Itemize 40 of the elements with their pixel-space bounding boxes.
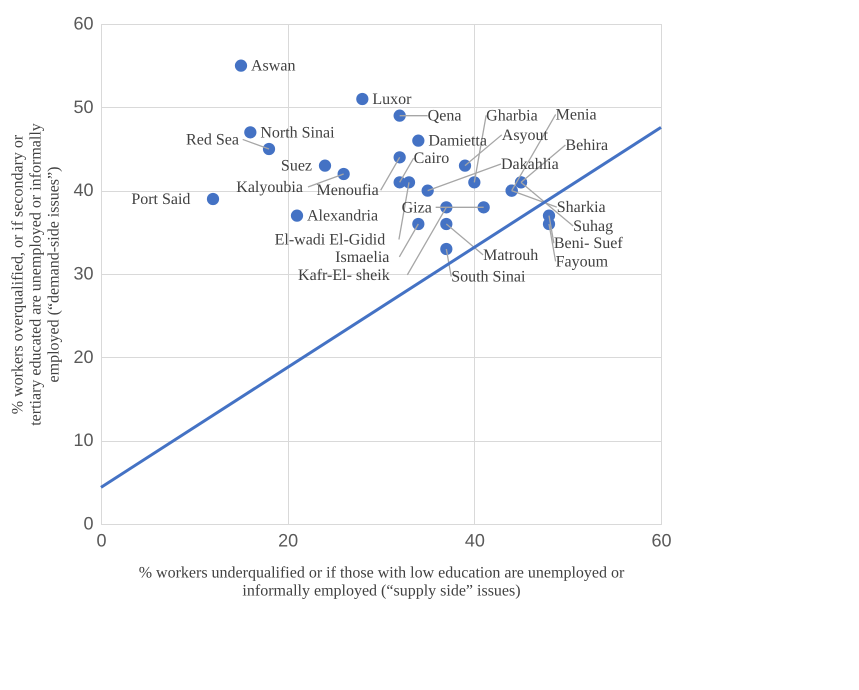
data-label: Aswan	[251, 58, 296, 75]
data-label: Asyout	[502, 126, 549, 144]
data-label: Kafr-El- sheik	[298, 266, 390, 284]
data-label: El-wadi El-Gidid	[274, 231, 386, 248]
data-label: Alexandria	[307, 208, 378, 225]
x-tick-label: 40	[464, 530, 485, 550]
data-label: Luxor	[372, 91, 412, 108]
data-label: Giza	[402, 199, 432, 216]
data-label: Red Sea	[186, 131, 239, 148]
x-tick-label: 0	[96, 530, 107, 550]
x-tick-label: 60	[651, 530, 672, 550]
data-label: Port Said	[131, 191, 190, 208]
data-label: Damietta	[428, 132, 487, 150]
data-label: Behira	[565, 137, 608, 154]
y-tick-label: 40	[73, 180, 94, 200]
data-label: Menoufia	[316, 182, 379, 200]
y-tick-label: 10	[73, 430, 94, 450]
data-label: Dakahlia	[500, 156, 559, 173]
y-tick-label: 50	[73, 96, 94, 117]
data-label: Ismaelia	[335, 248, 390, 266]
y-axis-title: % workers overqualified, or if secondary or tertiary educated are unemployed or informally employed (“demand-side issues”)	[9, 123, 62, 426]
data-label: Suez	[280, 158, 312, 175]
y-tick-label: 30	[73, 264, 94, 284]
y-tick-label: 20	[73, 346, 94, 367]
data-label: Sharkia	[556, 199, 606, 216]
data-label: South Sinai	[451, 268, 526, 286]
data-label: Beni- Suef	[554, 235, 624, 252]
y-tick-label: 0	[83, 514, 94, 534]
x-axis-title: % workers underqualified or if those with low education are unemployed or informally employed (“supply side” issues)	[138, 564, 625, 600]
data-label: North Sinai	[260, 124, 336, 142]
x-tick-label: 20	[278, 530, 298, 550]
data-label: Qena	[428, 108, 462, 125]
data-label: Suhag	[573, 218, 614, 236]
data-label: Menia	[556, 106, 597, 124]
y-tick-label: 60	[73, 14, 94, 34]
data-label: Kalyoubia	[236, 178, 303, 196]
data-label: Gharbia	[486, 107, 538, 124]
data-label: Matrouh	[483, 246, 538, 264]
data-label: Cairo	[414, 150, 450, 168]
data-label: Fayoum	[556, 253, 609, 270]
